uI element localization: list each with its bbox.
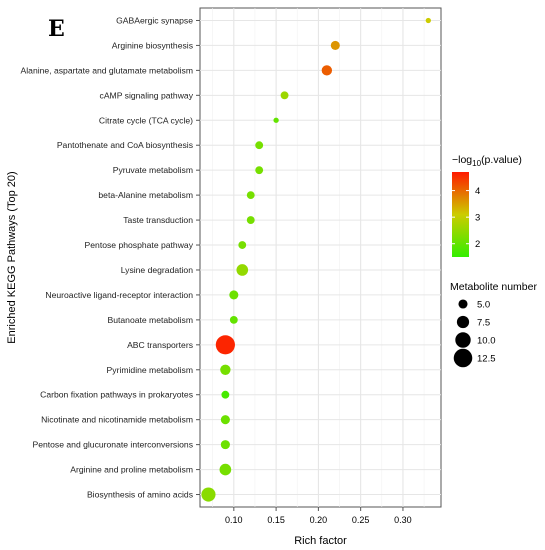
y-tick-label: Citrate cycle (TCA cycle): [99, 115, 193, 125]
size-legend-dot: [455, 332, 471, 348]
y-tick-label: Carbon fixation pathways in prokaryotes: [40, 390, 193, 400]
data-point: [220, 440, 230, 450]
color-legend-tick-label: 4: [475, 186, 480, 197]
y-tick-label: Alanine, aspartate and glutamate metabol…: [21, 65, 193, 75]
data-point: [238, 241, 247, 249]
y-tick-label: cAMP signaling pathway: [100, 90, 194, 100]
size-legend-items: 5.0 7.5 10.0 12.5: [453, 299, 496, 368]
grid-lines: [200, 8, 441, 507]
color-legend-ticks: 2 3 4: [452, 186, 480, 250]
data-point: [220, 415, 230, 425]
y-tick-label: Pyruvate metabolism: [113, 165, 193, 175]
y-tick-label: Nicotinate and nicotinamide metabolism: [41, 415, 193, 425]
color-legend-bar: [452, 172, 469, 257]
y-tick-label: Pyrimidine metabolism: [107, 365, 193, 375]
data-point: [215, 335, 235, 355]
y-tick-label: GABAergic synapse: [116, 15, 193, 25]
x-axis-ticks: 0.10 0.15 0.20 0.25 0.30: [225, 507, 412, 525]
size-legend-label: 7.5: [477, 318, 490, 329]
data-point: [321, 65, 333, 76]
color-legend: −log10(p.value) 2 3 4: [452, 154, 522, 257]
y-tick-label: ABC transporters: [127, 340, 193, 350]
y-tick-label: Arginine and proline metabolism: [70, 465, 193, 475]
y-tick-label: Arginine biosynthesis: [112, 40, 193, 50]
y-tick-label: Pantothenate and CoA biosynthesis: [57, 140, 193, 150]
size-legend-label: 5.0: [477, 300, 490, 311]
y-tick-label: beta-Alanine metabolism: [98, 190, 193, 200]
data-point: [219, 463, 232, 476]
y-axis-label: Enriched KEGG Pathways (Top 20): [6, 171, 18, 343]
color-legend-tick-label: 3: [475, 213, 480, 224]
y-tick-label: Lysine degradation: [121, 265, 194, 275]
plot-panel: [199, 7, 442, 508]
data-point: [246, 191, 255, 200]
panel-letter: E: [48, 16, 65, 42]
y-tick-label: Pentose phosphate pathway: [85, 240, 194, 250]
color-legend-tick-label: 2: [475, 239, 480, 250]
x-tick-label: 0.20: [310, 515, 328, 525]
size-legend-dot: [453, 348, 473, 368]
size-legend-label: 12.5: [477, 354, 496, 365]
data-points: [201, 17, 431, 502]
data-point: [229, 290, 239, 300]
data-point: [220, 364, 231, 375]
size-legend-title: Metabolite number: [450, 281, 537, 293]
x-tick-label: 0.15: [267, 515, 285, 525]
data-point: [273, 117, 279, 123]
data-point: [255, 141, 264, 150]
data-point: [221, 390, 230, 399]
data-point: [425, 17, 431, 24]
color-legend-title: −log10(p.value): [452, 154, 522, 168]
y-tick-label: Biosynthesis of amino acids: [87, 490, 193, 500]
data-point: [255, 166, 264, 175]
data-point: [330, 40, 340, 50]
y-tick-label: Taste transduction: [123, 215, 193, 225]
data-point: [201, 487, 216, 502]
data-point: [246, 216, 255, 224]
x-tick-label: 0.10: [225, 515, 243, 525]
x-tick-label: 0.25: [352, 515, 370, 525]
data-point: [280, 91, 289, 100]
data-point: [236, 264, 249, 276]
size-legend-dot: [456, 315, 470, 329]
y-axis-ticks: GABAergic synapse Arginine biosynthesis Al…: [21, 15, 200, 500]
y-tick-label: Butanoate metabolism: [107, 315, 193, 325]
x-tick-label: 0.30: [394, 515, 412, 525]
size-legend-label: 10.0: [477, 336, 496, 347]
data-point: [229, 315, 238, 324]
y-tick-label: Neuroactive ligand-receptor interaction: [45, 290, 193, 300]
size-legend: Metabolite number 5.0 7.5 10.0 12.5: [450, 281, 537, 368]
y-tick-label: Pentose and glucuronate interconversions: [32, 440, 193, 450]
size-legend-dot: [458, 299, 468, 309]
x-axis-label: Rich factor: [294, 535, 347, 547]
